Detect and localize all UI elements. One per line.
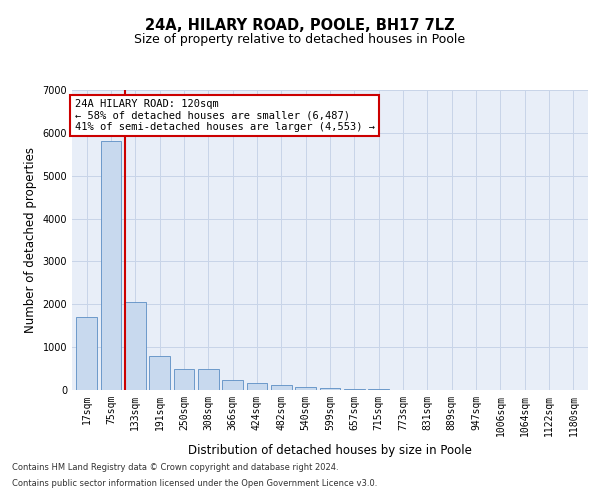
Text: Size of property relative to detached houses in Poole: Size of property relative to detached ho… (134, 32, 466, 46)
Bar (173, 369, 194, 390)
Y-axis label: Number of detached properties: Number of detached properties (24, 147, 37, 333)
Bar (149, 356, 170, 390)
Bar (125, 302, 146, 390)
Text: Contains HM Land Registry data © Crown copyright and database right 2024.: Contains HM Land Registry data © Crown c… (12, 464, 338, 472)
Bar (222, 380, 243, 390)
Text: Contains public sector information licensed under the Open Government Licence v3: Contains public sector information licen… (12, 478, 377, 488)
Bar (320, 388, 340, 390)
Text: 24A, HILARY ROAD, POOLE, BH17 7LZ: 24A, HILARY ROAD, POOLE, BH17 7LZ (145, 18, 455, 32)
Bar (76, 317, 97, 390)
Bar (368, 389, 389, 390)
Bar (101, 142, 121, 390)
X-axis label: Distribution of detached houses by size in Poole: Distribution of detached houses by size … (188, 444, 472, 458)
Text: 24A HILARY ROAD: 120sqm
← 58% of detached houses are smaller (6,487)
41% of semi: 24A HILARY ROAD: 120sqm ← 58% of detache… (74, 99, 374, 132)
Bar (271, 386, 292, 390)
Bar (247, 384, 268, 390)
Bar (344, 388, 365, 390)
Bar (295, 387, 316, 390)
Bar (198, 369, 218, 390)
